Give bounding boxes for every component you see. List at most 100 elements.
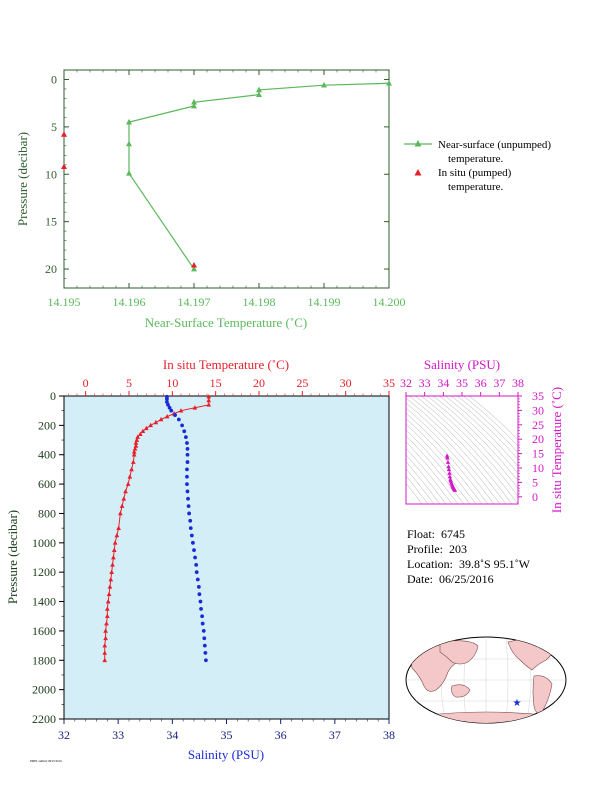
profile-label: Profile:: [407, 542, 443, 556]
salinity-point: [201, 629, 206, 633]
ts-x-tick-label: 38: [512, 376, 524, 390]
temperature-point: [129, 466, 134, 472]
date-row: Date: 06/25/2016: [407, 572, 530, 587]
pressure-tick-label: 600: [38, 477, 56, 491]
salinity-tick-label: 34: [166, 728, 178, 742]
temperature-tick-label: 0: [83, 376, 89, 390]
near-surface-x-tick-label: 14.197: [178, 295, 211, 309]
star-icon: ★: [513, 698, 522, 709]
float-label: Float:: [407, 527, 436, 541]
temperature-point: [114, 532, 120, 538]
salinity-tick-label: 38: [383, 728, 395, 742]
temperature-point: [137, 431, 143, 436]
date-value: 06/25/2016: [439, 572, 494, 586]
near-surface-y-tick-label: 20: [45, 262, 57, 276]
map-land: [409, 639, 554, 723]
float-value: 6745: [441, 527, 466, 541]
ts-point: [452, 487, 458, 492]
salinity-point: [185, 460, 190, 464]
pressure-tick-label: 400: [38, 448, 56, 462]
temperature-point: [158, 416, 164, 422]
temperature-point: [104, 613, 110, 619]
ts-density-contour: [469, 396, 518, 441]
temperature-point: [108, 576, 114, 582]
salinity-axis-label: Salinity (PSU): [188, 747, 264, 762]
map-land-asia: [439, 640, 479, 665]
temperature-point: [110, 562, 115, 567]
salinity-point: [185, 482, 189, 486]
salinity-point: [197, 592, 202, 597]
salinity-point: [167, 405, 172, 410]
salinity-point: [180, 423, 184, 428]
temperature-point: [178, 408, 184, 413]
legend-label-unpumped-line1: Near-surface (unpumped): [438, 139, 551, 151]
temperature-point: [109, 569, 115, 575]
float-row: Float: 6745: [407, 527, 530, 542]
temperature-point: [116, 525, 121, 530]
ts-y-tick-label: 20: [532, 432, 544, 446]
ts-point: [447, 470, 452, 475]
ts-y-tick-label: 15: [532, 447, 544, 461]
salinity-point: [188, 526, 193, 531]
temperature-point: [131, 449, 137, 454]
footer-credit: PMEL/ARGO 06/25/2016: [30, 759, 62, 763]
pressure-tick-label: 800: [38, 506, 56, 520]
near-surface-legend: Near-surface (unpumped) temperature. In …: [404, 139, 551, 193]
legend-label-pumped-line2: temperature.: [448, 181, 504, 193]
ts-y-tick-label: 25: [532, 418, 544, 432]
temperature-point: [131, 452, 137, 457]
temperature-point: [133, 443, 139, 448]
temperature-point: [206, 402, 212, 407]
ts-y-tick-label: 30: [532, 403, 544, 417]
ts-density-contour: [445, 396, 518, 467]
salinity-tick-label: 37: [329, 728, 341, 742]
temperature-axis-label: In situ Temperature (˚C): [163, 357, 289, 372]
ts-density-contour: [457, 396, 518, 453]
ts-x-tick-label: 36: [475, 376, 487, 390]
salinity-tick-label: 32: [58, 728, 70, 742]
ts-point: [445, 455, 450, 460]
salinity-point: [194, 570, 199, 575]
salinity-point: [169, 408, 174, 413]
salinity-point: [185, 474, 189, 479]
salinity-point: [183, 435, 188, 440]
temperature-point: [134, 437, 140, 442]
temperature-point: [130, 459, 136, 464]
temperature-tick-label: 25: [296, 376, 308, 390]
pumped-point: [61, 163, 67, 169]
temperature-point: [140, 428, 146, 434]
temperature-point: [102, 642, 108, 648]
salinity-point: [199, 606, 203, 611]
near-surface-x-tick-label: 14.198: [243, 295, 276, 309]
salinity-point: [182, 429, 187, 434]
ts-point: [444, 453, 450, 458]
near-surface-x-axis-label: Near-Surface Temperature (˚C): [145, 315, 307, 330]
date-label: Date:: [407, 572, 433, 586]
temperature-point: [111, 547, 117, 552]
salinity-point: [202, 643, 207, 648]
location-label: Location:: [407, 557, 453, 571]
near-surface-x-tick-label: 14.200: [373, 295, 406, 309]
near-surface-y-tick-label: 0: [51, 72, 57, 86]
profile-row: Profile: 203: [407, 542, 530, 557]
ts-point: [447, 474, 453, 479]
salinity-point: [196, 584, 201, 589]
ts-density-contour: [451, 396, 518, 460]
salinity-point: [165, 399, 169, 404]
temperature-point: [119, 503, 125, 508]
legend-label-pumped-line1: In situ (pumped): [438, 167, 512, 179]
temperature-point: [127, 474, 133, 479]
salinity-point: [166, 402, 170, 407]
temperature-point: [103, 635, 108, 641]
pressure-tick-label: 2000: [32, 683, 56, 697]
near-surface-x-tick-label: 14.195: [48, 295, 81, 309]
temperature-tick-label: 20: [253, 376, 265, 390]
unpumped-point: [191, 98, 197, 105]
profile-value: 203: [449, 542, 467, 556]
salinity-point: [185, 441, 189, 445]
salinity-point: [189, 533, 194, 538]
salinity-point: [188, 518, 193, 523]
salinity-point: [202, 636, 207, 641]
